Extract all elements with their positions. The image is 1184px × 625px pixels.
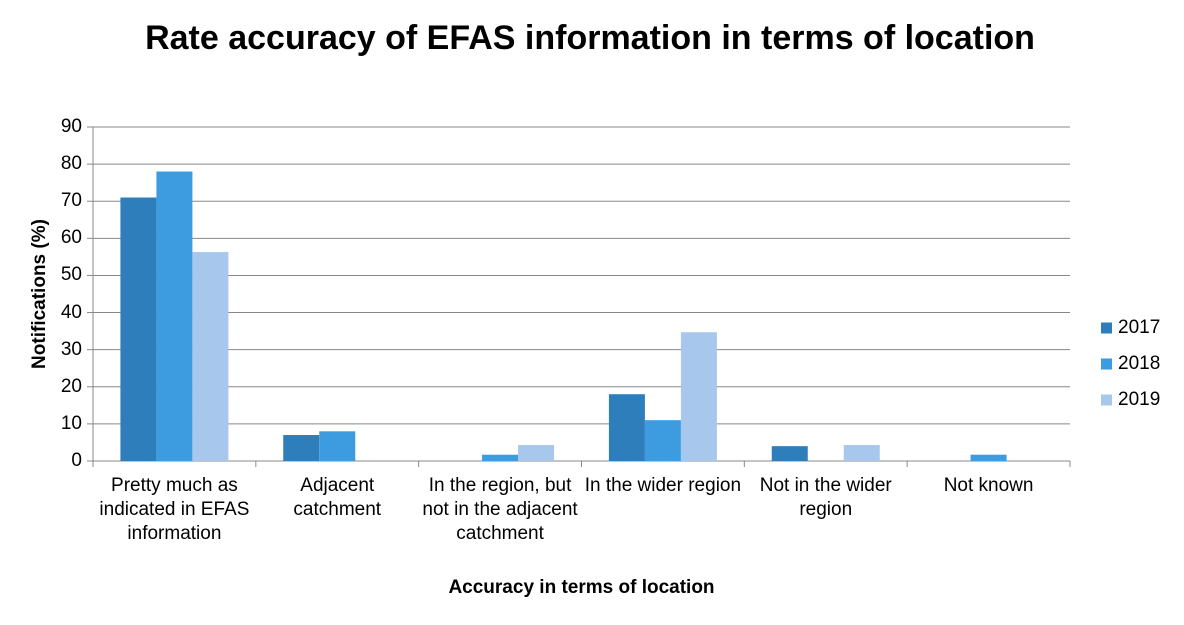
bar <box>120 197 157 461</box>
y-tick-label: 0 <box>71 450 82 471</box>
x-tick-label: Adjacent catchment <box>293 475 382 520</box>
y-tick-label: 30 <box>60 338 82 360</box>
y-tick-label: 70 <box>60 190 82 212</box>
bar <box>156 171 193 462</box>
bar <box>283 435 320 461</box>
bar <box>608 394 645 461</box>
bar <box>518 445 555 461</box>
y-tick-label: 20 <box>60 375 82 397</box>
x-tick-label: In the wider region <box>584 475 742 496</box>
y-tick-label: 60 <box>60 227 82 249</box>
legend-label: 2018 <box>1118 353 1161 374</box>
legend-swatch <box>1101 322 1112 334</box>
bar <box>192 252 229 461</box>
bar <box>843 445 880 461</box>
x-tick-label: In the region, but not in the adjacent c… <box>422 475 578 544</box>
bar <box>970 454 1007 461</box>
bar <box>482 454 519 461</box>
y-tick-label: 90 <box>60 116 82 137</box>
y-tick-label: 50 <box>60 264 82 286</box>
bar <box>644 420 681 461</box>
x-tick-label: Not known <box>943 475 1034 496</box>
bar <box>680 332 717 461</box>
legend-swatch <box>1101 358 1112 370</box>
y-tick-label: 40 <box>60 301 82 323</box>
x-tick-label: Pretty much as indicated in EFAS informa… <box>99 475 250 544</box>
y-tick-label: 10 <box>60 412 82 434</box>
chart-title: Rate accuracy of EFAS information in ter… <box>145 19 1035 57</box>
legend-label: 2019 <box>1118 389 1161 410</box>
y-tick-label: 80 <box>60 153 82 175</box>
legend-swatch <box>1101 394 1112 406</box>
bar <box>319 431 356 461</box>
bar <box>771 446 808 461</box>
x-tick-label: Not in the wider region <box>759 475 892 520</box>
x-axis-title: Accuracy in terms of location <box>448 577 715 598</box>
legend-label: 2017 <box>1118 317 1161 338</box>
